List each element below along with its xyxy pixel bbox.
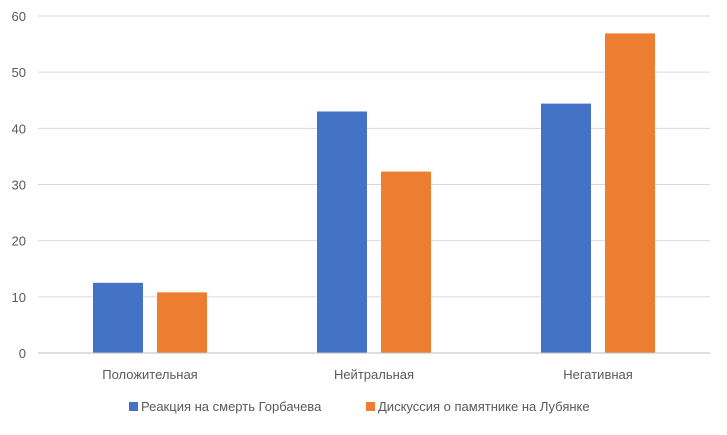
y-tick-label: 10 — [12, 290, 26, 305]
bars — [93, 33, 655, 354]
legend-label-1: Реакция на смерть Горбачева — [141, 399, 322, 414]
legend-swatch-2 — [366, 402, 375, 411]
y-tick-label: 60 — [12, 9, 26, 24]
bar-series-2-1 — [157, 292, 207, 353]
gridlines — [38, 15, 710, 298]
legend: Реакция на смерть Горбачева Дискуссия о п… — [129, 399, 590, 414]
y-tick-label: 40 — [12, 121, 26, 136]
bar-series-1-3 — [541, 103, 591, 354]
x-axis-categories: Положительная Нейтральная Негативная — [102, 367, 633, 382]
y-tick-label: 30 — [12, 178, 26, 193]
legend-label-2: Дискуссия о памятнике на Лубянке — [378, 399, 590, 414]
bar-series-1-1 — [93, 282, 143, 353]
x-category-label: Нейтральная — [334, 367, 414, 382]
bar-series-2-2 — [381, 171, 431, 353]
y-tick-label: 0 — [19, 346, 26, 361]
y-axis-ticks: 0 10 20 30 40 50 60 — [12, 9, 26, 361]
bar-series-1-2 — [317, 111, 367, 353]
x-category-label: Положительная — [102, 367, 197, 382]
bar-series-2-3 — [605, 33, 655, 353]
y-tick-label: 20 — [12, 234, 26, 249]
y-tick-label: 50 — [12, 65, 26, 80]
legend-swatch-1 — [129, 402, 138, 411]
x-category-label: Негативная — [563, 367, 633, 382]
